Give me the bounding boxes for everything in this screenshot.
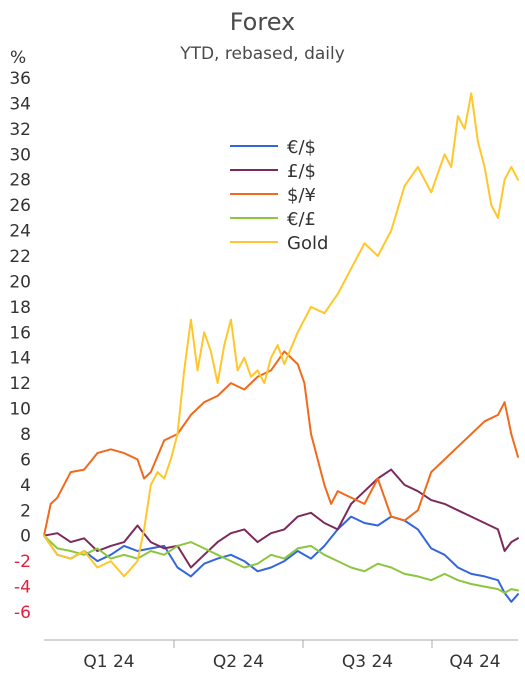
chart-title: Forex xyxy=(229,8,296,36)
series-line-0 xyxy=(43,515,519,603)
y-tick-label: 12 xyxy=(9,374,31,394)
y-tick-label: 22 xyxy=(9,247,31,267)
y-tick-label: 8 xyxy=(20,425,31,445)
y-tick-label: 18 xyxy=(9,298,31,318)
y-tick-label: 20 xyxy=(9,272,31,292)
legend-label: $/¥ xyxy=(287,185,316,206)
y-tick-label: 28 xyxy=(9,171,31,191)
y-tick-label: 30 xyxy=(9,145,31,165)
x-tick-label: Q1 24 xyxy=(83,652,134,672)
y-tick-label: 34 xyxy=(9,94,31,114)
x-tick-label: Q3 24 xyxy=(342,652,393,672)
series-line-4 xyxy=(43,92,519,578)
y-tick-label: 10 xyxy=(9,400,31,420)
y-tick-label: -4 xyxy=(14,578,31,598)
legend-label: €/$ xyxy=(287,137,316,158)
y-tick-label: 26 xyxy=(9,196,31,216)
series-line-3 xyxy=(43,534,519,594)
y-tick-label: 6 xyxy=(20,450,31,470)
legend-label: €/£ xyxy=(287,209,316,230)
x-tick-label: Q4 24 xyxy=(449,652,500,672)
x-tick-label: Q2 24 xyxy=(213,652,264,672)
series-line-1 xyxy=(43,468,519,569)
y-tick-label: 4 xyxy=(20,476,31,496)
chart-subtitle: YTD, rebased, daily xyxy=(180,44,345,64)
legend-label: £/$ xyxy=(287,161,316,182)
y-tick-label: 36 xyxy=(9,69,31,89)
y-axis-unit-label: % xyxy=(10,48,27,68)
y-tick-label: -2 xyxy=(14,552,31,572)
y-tick-label: 0 xyxy=(20,527,31,547)
y-tick-label: 24 xyxy=(9,222,31,242)
y-tick-label: 2 xyxy=(20,501,31,521)
legend-label: Gold xyxy=(287,233,328,254)
y-tick-label: 14 xyxy=(9,349,31,369)
y-tick-label: 32 xyxy=(9,120,31,140)
y-tick-label: 16 xyxy=(9,323,31,343)
series-line-2 xyxy=(43,350,519,537)
y-tick-label: -6 xyxy=(14,603,31,623)
